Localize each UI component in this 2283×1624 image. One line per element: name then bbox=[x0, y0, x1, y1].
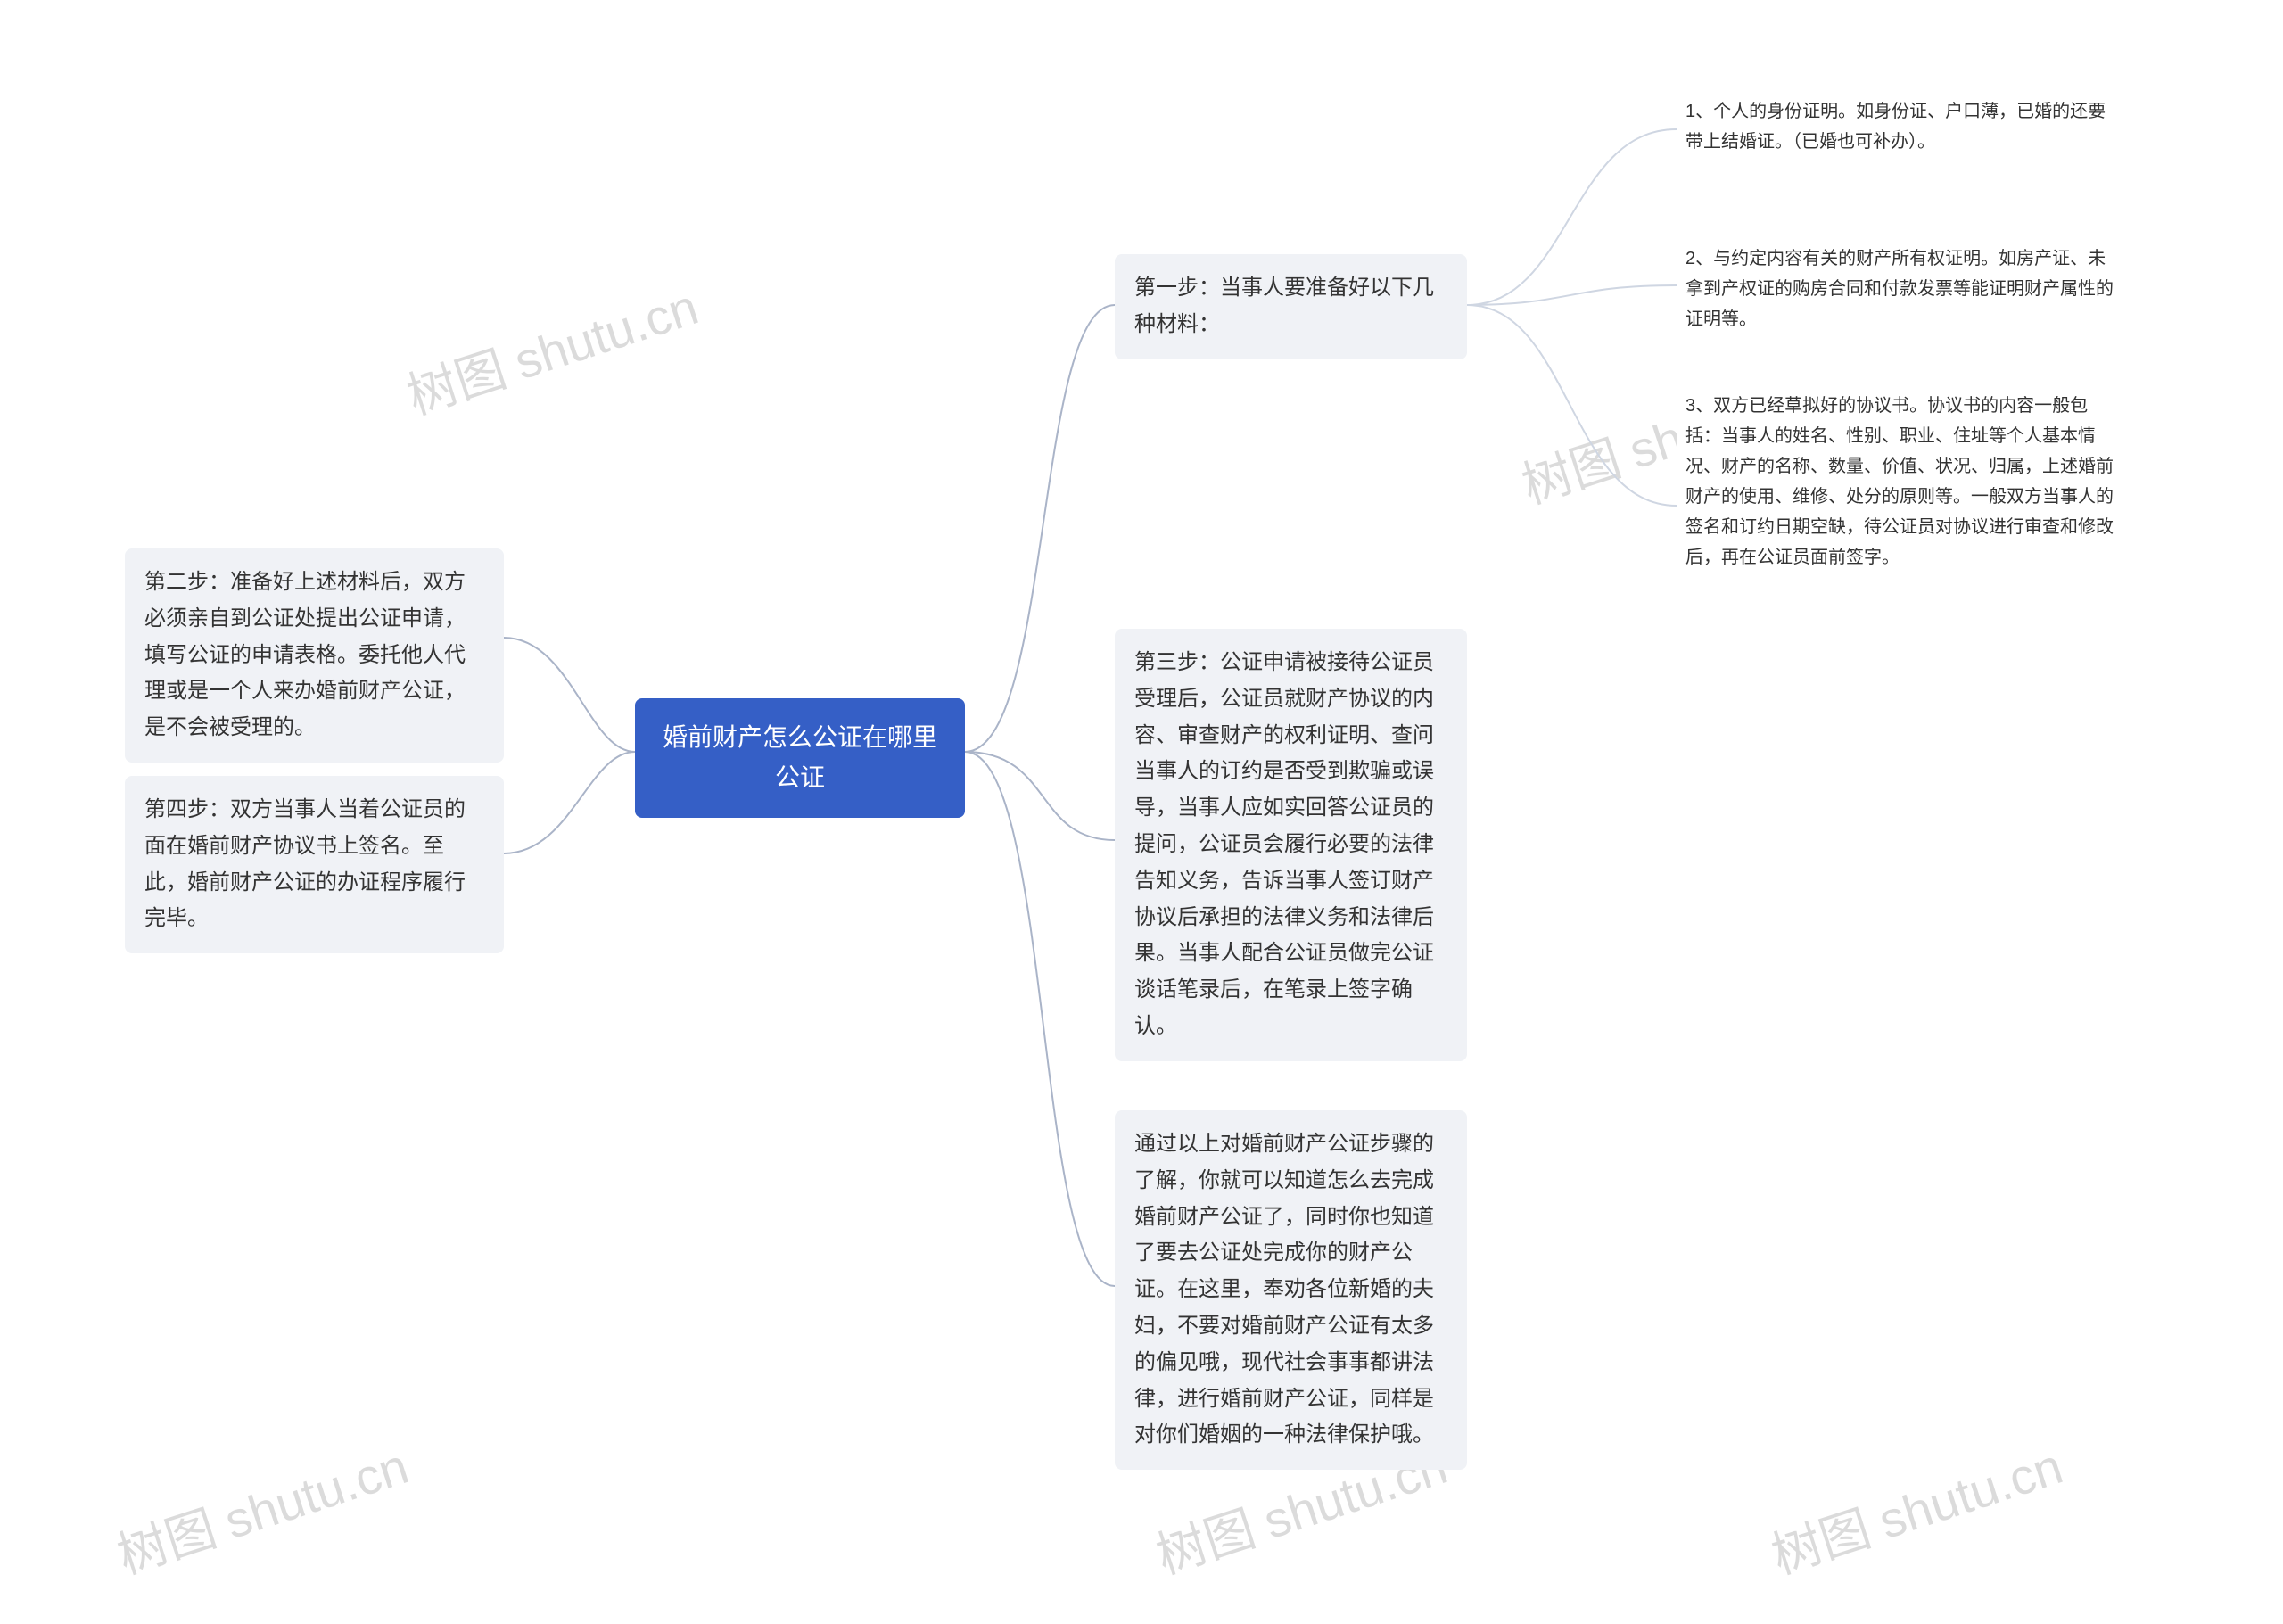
leaf2-text: 2、与约定内容有关的财产所有权证明。如房产证、未拿到产权证的购房合同和付款发票等… bbox=[1685, 249, 2114, 329]
watermark-en: shutu.cn bbox=[507, 277, 705, 391]
step4-text: 第四步：双方当事人当着公证员的面在婚前财产协议书上签名。至此，婚前财产公证的办证… bbox=[144, 797, 466, 930]
branch-step1: 第一步：当事人要准备好以下几种材料： bbox=[1115, 254, 1467, 359]
step3-text: 第三步：公证申请被接待公证员受理后，公证员就财产协议的内容、审查财产的权利证明、… bbox=[1134, 650, 1434, 1038]
watermark-zh: 树图 bbox=[1761, 1488, 1879, 1588]
leaf-1: 1、个人的身份证明。如身份证、户口薄，已婚的还要带上结婚证。（已婚也可补办）。 bbox=[1677, 89, 2122, 164]
watermark-zh: 树图 bbox=[107, 1488, 225, 1588]
watermark: 树图 shutu.cn bbox=[397, 267, 706, 429]
leaf-3: 3、双方已经草拟好的协议书。协议书的内容一般包括：当事人的姓名、性别、职业、住址… bbox=[1677, 383, 2122, 580]
summary-text: 通过以上对婚前财产公证步骤的了解，你就可以知道怎么去完成婚前财产公证了，同时你也… bbox=[1134, 1132, 1434, 1447]
watermark-en: shutu.cn bbox=[218, 1437, 415, 1550]
watermark: 树图 shutu.cn bbox=[1761, 1426, 2071, 1588]
watermark-zh: 树图 bbox=[1146, 1488, 1264, 1588]
watermark-en: shutu.cn bbox=[1872, 1437, 2069, 1550]
watermark-zh: 树图 bbox=[1512, 418, 1629, 518]
branch-step2: 第二步：准备好上述材料后，双方必须亲自到公证处提出公证申请，填写公证的申请表格。… bbox=[125, 548, 504, 763]
step2-text: 第二步：准备好上述材料后，双方必须亲自到公证处提出公证申请，填写公证的申请表格。… bbox=[144, 570, 466, 739]
root-node: 婚前财产怎么公证在哪里公证 bbox=[635, 698, 965, 818]
branch-step4: 第四步：双方当事人当着公证员的面在婚前财产协议书上签名。至此，婚前财产公证的办证… bbox=[125, 776, 504, 953]
leaf-2: 2、与约定内容有关的财产所有权证明。如房产证、未拿到产权证的购房合同和付款发票等… bbox=[1677, 236, 2122, 342]
root-label: 婚前财产怎么公证在哪里公证 bbox=[663, 723, 937, 791]
branch-step3: 第三步：公证申请被接待公证员受理后，公证员就财产协议的内容、审查财产的权利证明、… bbox=[1115, 629, 1467, 1061]
watermark-zh: 树图 bbox=[397, 329, 515, 429]
watermark: 树图 shutu.cn bbox=[107, 1426, 416, 1588]
branch-summary: 通过以上对婚前财产公证步骤的了解，你就可以知道怎么去完成婚前财产公证了，同时你也… bbox=[1115, 1110, 1467, 1470]
leaf1-text: 1、个人的身份证明。如身份证、户口薄，已婚的还要带上结婚证。（已婚也可补办）。 bbox=[1685, 102, 2106, 152]
leaf3-text: 3、双方已经草拟好的协议书。协议书的内容一般包括：当事人的姓名、性别、职业、住址… bbox=[1685, 396, 2114, 567]
step1-text: 第一步：当事人要准备好以下几种材料： bbox=[1134, 276, 1434, 336]
